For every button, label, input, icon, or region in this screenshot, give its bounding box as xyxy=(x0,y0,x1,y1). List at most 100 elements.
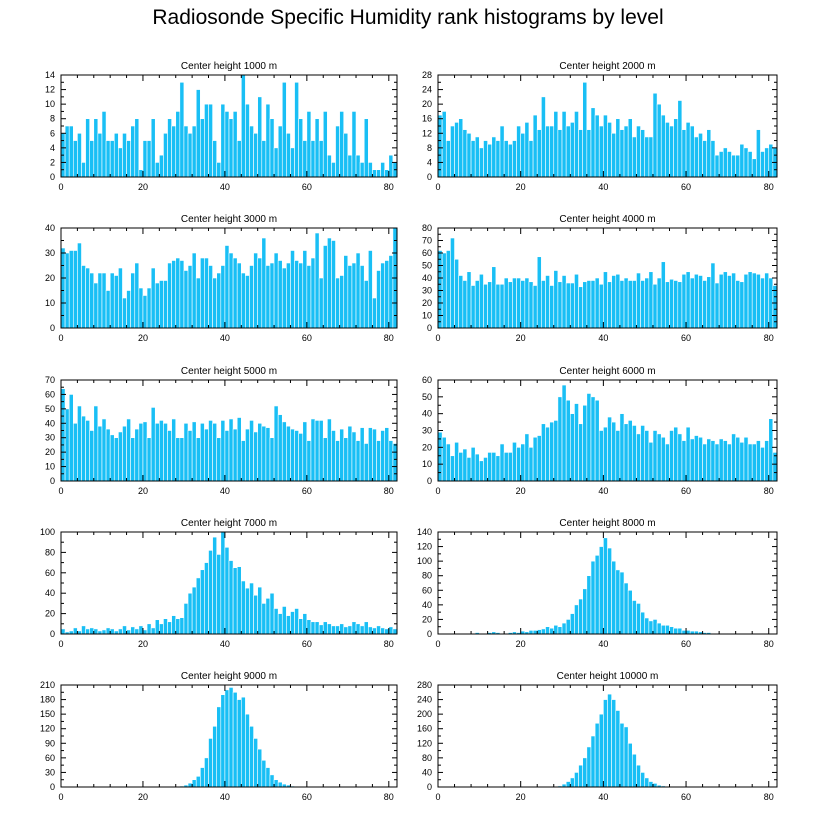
histogram-bar xyxy=(265,103,271,178)
x-tick-label: 0 xyxy=(435,486,440,496)
y-tick-label: 280 xyxy=(417,680,432,690)
histogram-bar xyxy=(72,140,78,178)
x-tick-label: 20 xyxy=(516,333,526,343)
y-tick-label: 40 xyxy=(422,409,432,419)
histogram-bar xyxy=(179,260,185,329)
histogram-bar xyxy=(208,103,213,178)
histogram-bar xyxy=(138,625,144,635)
chart-panel-9: Center height 9000 m 0 20 40 60 80 0 30 60 90 120 1… xyxy=(40,671,398,802)
chart-panel-10: Center height 10000 m 0 20 40 60 80 0 40 80 120 16… xyxy=(417,671,778,802)
histogram-bar xyxy=(126,290,131,329)
histogram-bar xyxy=(195,776,201,788)
histogram-bar xyxy=(253,252,258,329)
histogram-bar xyxy=(710,440,716,482)
histogram-bar xyxy=(134,628,140,635)
histogram-bar xyxy=(281,81,287,178)
histogram-bar xyxy=(677,433,683,482)
histogram-bar xyxy=(195,577,201,635)
x-tick-label: 60 xyxy=(302,639,312,649)
histogram-bar xyxy=(163,422,168,482)
x-tick-label: 80 xyxy=(384,333,394,343)
histogram-bar xyxy=(648,136,654,178)
histogram-bar xyxy=(163,280,168,329)
histogram-bar xyxy=(351,262,357,329)
histogram-bar xyxy=(93,628,99,635)
histogram-bar xyxy=(200,422,205,482)
histogram-bar xyxy=(607,416,612,482)
y-tick-label: 70 xyxy=(45,375,55,385)
histogram-bar xyxy=(101,272,107,329)
histogram-bar xyxy=(122,297,127,329)
histogram-bar xyxy=(372,428,377,482)
histogram-bar xyxy=(673,118,679,178)
y-tick-label: 12 xyxy=(422,128,432,138)
histogram-bar xyxy=(722,440,728,482)
y-tick-label: 0 xyxy=(50,476,55,486)
histogram-bar xyxy=(204,562,209,635)
y-tick-label: 120 xyxy=(417,542,432,552)
histogram-bar xyxy=(294,260,299,329)
histogram-bar xyxy=(685,271,691,329)
histogram-bar xyxy=(739,281,745,329)
histogram-bar xyxy=(512,140,517,178)
histogram-bar xyxy=(590,280,596,329)
histogram-bar xyxy=(298,262,304,329)
histogram-bar xyxy=(578,423,583,482)
histogram-bar xyxy=(483,140,488,178)
histogram-bar xyxy=(574,273,579,329)
histogram-bar xyxy=(257,586,263,635)
histogram-bar xyxy=(532,436,538,482)
histogram-bar xyxy=(627,589,633,635)
histogram-bar xyxy=(335,440,340,482)
histogram-bar xyxy=(619,571,625,635)
histogram-bar xyxy=(204,103,209,178)
histogram-bar xyxy=(607,281,612,329)
histogram-bar xyxy=(512,441,517,482)
histogram-bar xyxy=(735,154,741,178)
histogram-bar xyxy=(228,418,234,482)
histogram-bar xyxy=(146,623,152,635)
histogram-bar xyxy=(474,453,480,482)
histogram-bar xyxy=(187,132,193,178)
histogram-bar xyxy=(163,132,168,178)
histogram-bar xyxy=(545,626,550,635)
histogram-bar xyxy=(541,423,546,482)
histogram-bar xyxy=(240,580,246,635)
histogram-bar xyxy=(623,125,629,178)
y-tick-label: 0 xyxy=(427,476,432,486)
histogram-bar xyxy=(644,136,650,178)
histogram-bar xyxy=(224,111,230,178)
chart-panel-5: Center height 5000 m 0 20 40 60 80 0 10 20 30 40 50… xyxy=(45,366,398,496)
x-tick-label: 40 xyxy=(220,333,230,343)
histogram-bar xyxy=(302,250,308,329)
histogram-bar xyxy=(220,420,226,482)
y-tick-label: 20 xyxy=(45,609,55,619)
histogram-bar xyxy=(122,625,127,635)
histogram-bar xyxy=(582,281,588,329)
histogram-bar xyxy=(487,143,493,178)
histogram-bar xyxy=(524,122,530,178)
histogram-bar xyxy=(97,272,103,329)
histogram-bar xyxy=(450,455,455,482)
histogram-bar xyxy=(355,623,361,635)
histogram-bar xyxy=(273,779,279,788)
histogram-bar xyxy=(569,777,575,788)
histogram-bar xyxy=(756,273,761,329)
histogram-bar xyxy=(339,623,345,635)
histogram-bar xyxy=(269,118,275,178)
histogram-bar xyxy=(232,691,238,788)
histogram-bar xyxy=(528,447,534,482)
histogram-bar xyxy=(265,265,271,329)
histogram-bar xyxy=(619,722,625,788)
histogram-bar xyxy=(747,443,753,482)
histogram-bar xyxy=(245,103,250,178)
histogram-bar xyxy=(331,430,336,482)
histogram-bar xyxy=(277,125,283,178)
histogram-bar xyxy=(751,272,757,329)
histogram-bar xyxy=(159,420,164,482)
histogram-bar xyxy=(611,132,617,178)
histogram-bar xyxy=(586,746,592,788)
histogram-bar xyxy=(731,433,736,482)
histogram-bar xyxy=(89,272,95,329)
chart-panel-4: Center height 4000 m 0 20 40 60 80 0 10 20 30 40 50… xyxy=(422,214,778,343)
